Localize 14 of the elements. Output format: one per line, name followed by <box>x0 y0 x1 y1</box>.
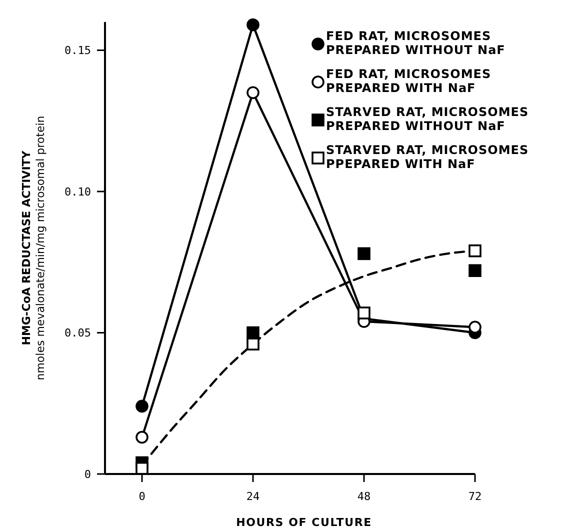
y-tick-label: 0 <box>84 468 91 481</box>
x-tick-label: 0 <box>138 490 146 503</box>
x-axis-title: HOURS OF CULTURE <box>236 516 372 529</box>
y-tick-label: 0.15 <box>64 44 91 58</box>
legend-label: FED RAT, MICROSOMES PREPARED WITH NaF <box>326 67 492 95</box>
y-tick-label: 0.10 <box>64 185 91 198</box>
y-axis-title: HMG-CoA REDUCTASE ACTIVITY nmoles mevalonate/min/mg microsomal protein <box>20 116 47 380</box>
x-tick-label: 72 <box>468 490 482 503</box>
x-tick-label: 24 <box>246 490 260 503</box>
legend-label: FED RAT, MICROSOMES PREPARED WITHOUT NaF <box>326 29 506 57</box>
legend-label: STARVED RAT, MICROSOMES PPEPARED WITH NaF <box>326 143 529 171</box>
legend-label: STARVED RAT, MICROSOMES PREPARED WITHOUT NaF <box>326 105 529 133</box>
y-tick-label: 0.05 <box>64 326 91 340</box>
x-tick-label: 48 <box>357 490 371 503</box>
